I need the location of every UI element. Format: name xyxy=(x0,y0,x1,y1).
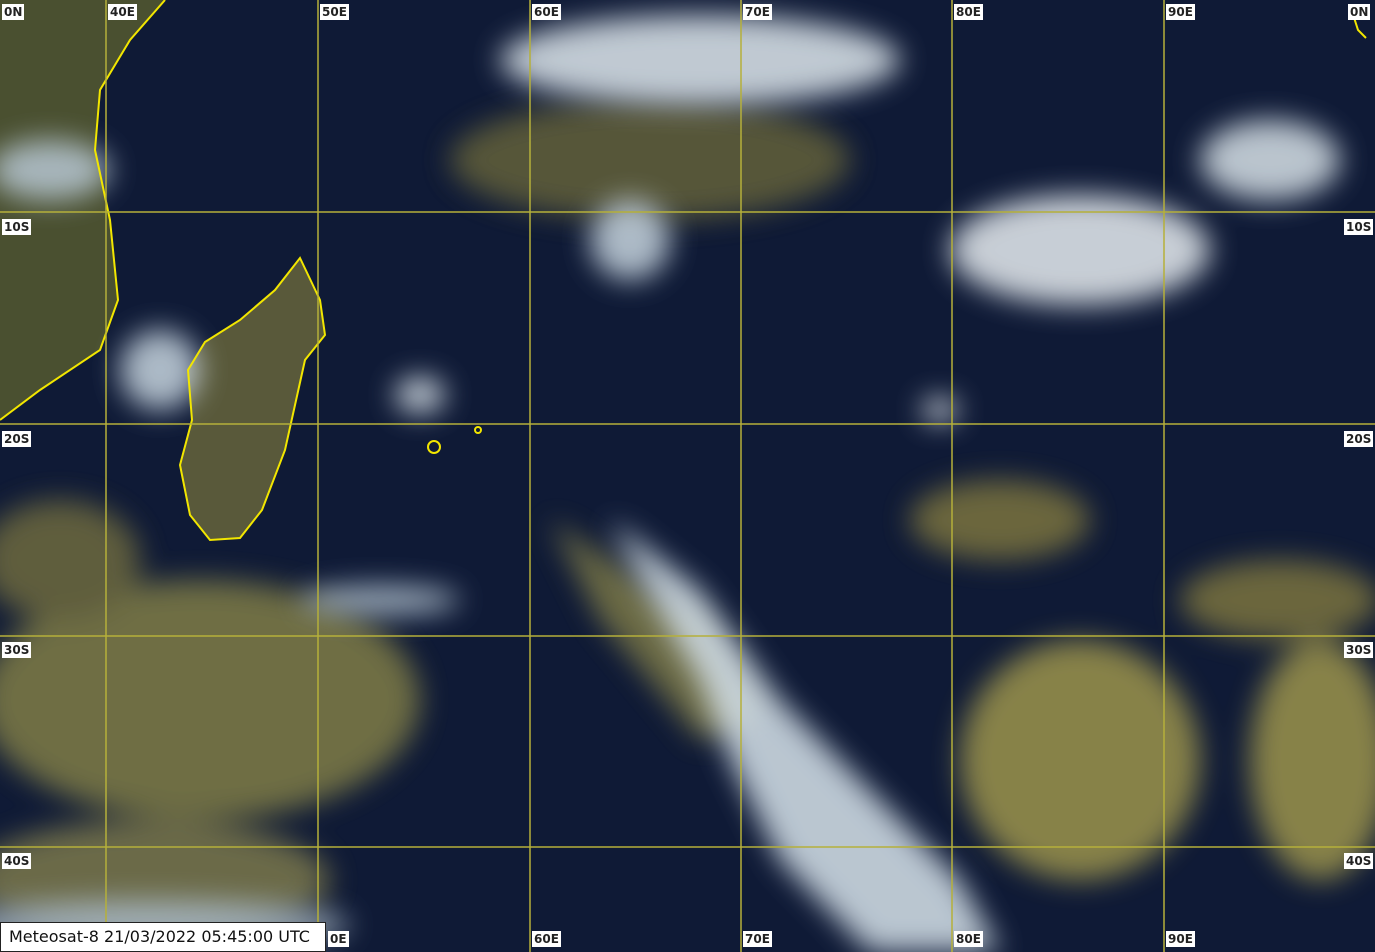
lon-label-top: 50E xyxy=(320,4,349,20)
lon-label-top: 90E xyxy=(1166,4,1195,20)
lat-label-right: 20S xyxy=(1344,431,1374,447)
lon-label-top: 80E xyxy=(954,4,983,20)
lat-label-left: 20S xyxy=(2,431,32,447)
lat-label-right: 40S xyxy=(1344,853,1374,869)
high-clouds xyxy=(0,15,1340,952)
lon-label-bottom: 0E xyxy=(328,931,349,947)
image-caption: Meteosat-8 21/03/2022 05:45:00 UTC xyxy=(0,922,326,952)
madagascar-land xyxy=(180,258,325,540)
lat-label-left: 10S xyxy=(2,219,32,235)
lat-label-left: 30S xyxy=(2,642,32,658)
lon-label-top: 40E xyxy=(108,4,137,20)
lat-label-top-left: 0N xyxy=(2,4,25,20)
africa-land xyxy=(0,0,165,420)
lat-label-top-right: 0N xyxy=(1348,4,1371,20)
lon-label-top: 70E xyxy=(743,4,772,20)
lat-label-right: 10S xyxy=(1344,219,1374,235)
lon-label-top: 60E xyxy=(532,4,561,20)
lat-label-left: 40S xyxy=(2,853,32,869)
coastlines xyxy=(0,0,1367,542)
lon-label-bottom: 60E xyxy=(532,931,561,947)
lat-label-right: 30S xyxy=(1344,642,1374,658)
lon-label-bottom: 90E xyxy=(1166,931,1195,947)
lon-label-bottom: 70E xyxy=(743,931,772,947)
lon-label-bottom: 80E xyxy=(954,931,983,947)
